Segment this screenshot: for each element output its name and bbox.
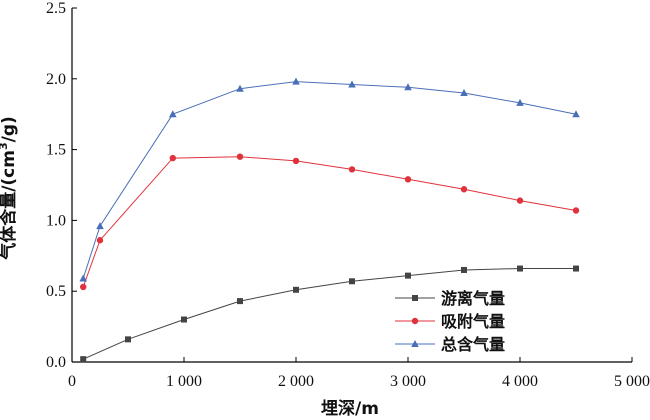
data-point — [96, 222, 104, 230]
y-axis-title: 气体含量/(cm3/g) — [0, 116, 19, 261]
data-point — [349, 278, 355, 285]
series-line — [82, 81, 577, 279]
data-point — [348, 80, 356, 88]
legend-item-3: 总含气量 — [395, 335, 505, 354]
x-tick-label: 0 — [68, 373, 76, 390]
data-point — [404, 176, 412, 183]
series-layer — [79, 77, 580, 363]
data-point — [572, 207, 580, 214]
y-tick-label: 1.5 — [46, 142, 66, 159]
x-tick-label: 3 000 — [390, 373, 426, 390]
data-point — [572, 110, 580, 118]
x-axis-title: 埋深/m — [321, 398, 379, 419]
data-point — [405, 272, 411, 279]
legend-label: 游离气量 — [441, 289, 505, 308]
y-tick-label: 2.5 — [46, 0, 66, 17]
data-point — [80, 356, 87, 363]
data-point — [80, 283, 87, 291]
legend-marker — [411, 340, 419, 347]
y-tick-label: 2.0 — [46, 71, 66, 88]
data-point — [516, 197, 524, 204]
y-tick-label: 1.0 — [46, 212, 66, 229]
data-point — [573, 265, 579, 272]
legend-marker — [411, 317, 419, 325]
data-point — [236, 84, 244, 92]
legend-item-1: 游离气量 — [395, 289, 505, 308]
data-point — [293, 286, 299, 293]
y-axis-title-sup: 3 — [0, 142, 10, 150]
data-point — [516, 98, 524, 106]
data-point — [292, 157, 300, 165]
data-point — [517, 265, 523, 272]
data-point — [236, 153, 244, 160]
legend-label: 吸附气量 — [441, 312, 505, 331]
data-point — [125, 336, 131, 343]
legend-marker — [412, 295, 418, 301]
series-line — [82, 156, 577, 288]
data-point — [461, 266, 467, 273]
data-point — [169, 110, 177, 118]
data-point — [460, 186, 468, 193]
data-point — [181, 316, 187, 323]
data-point — [292, 77, 300, 85]
series-3 — [79, 77, 580, 282]
x-tick-label: 4 000 — [502, 373, 538, 390]
legend-label: 总含气量 — [441, 335, 505, 354]
data-point — [79, 274, 87, 282]
y-axis-title-main: 气体含量/(cm — [0, 150, 19, 261]
x-tick-label: 1 000 — [166, 373, 202, 390]
data-point — [96, 237, 104, 244]
data-point — [404, 83, 412, 91]
series-2 — [80, 153, 580, 291]
data-point — [460, 88, 468, 96]
series-1 — [80, 265, 579, 363]
y-tick-label: 0.5 — [46, 283, 66, 300]
series-line — [82, 268, 576, 360]
x-tick-label: 2 000 — [278, 373, 314, 390]
data-point — [348, 166, 356, 173]
legend-item-2: 吸附气量 — [395, 312, 505, 331]
y-axis-title-tail: /g) — [0, 116, 19, 142]
y-tick-label: 0.0 — [46, 354, 66, 371]
ticks: 0 1 000 2 000 3 000 4 000 5 000 0.0 0.5 1.0 1.5 2.… — [46, 0, 650, 390]
data-point — [169, 154, 176, 162]
data-point — [237, 298, 243, 305]
axes — [71, 8, 632, 363]
x-tick-label: 5 000 — [614, 373, 650, 390]
